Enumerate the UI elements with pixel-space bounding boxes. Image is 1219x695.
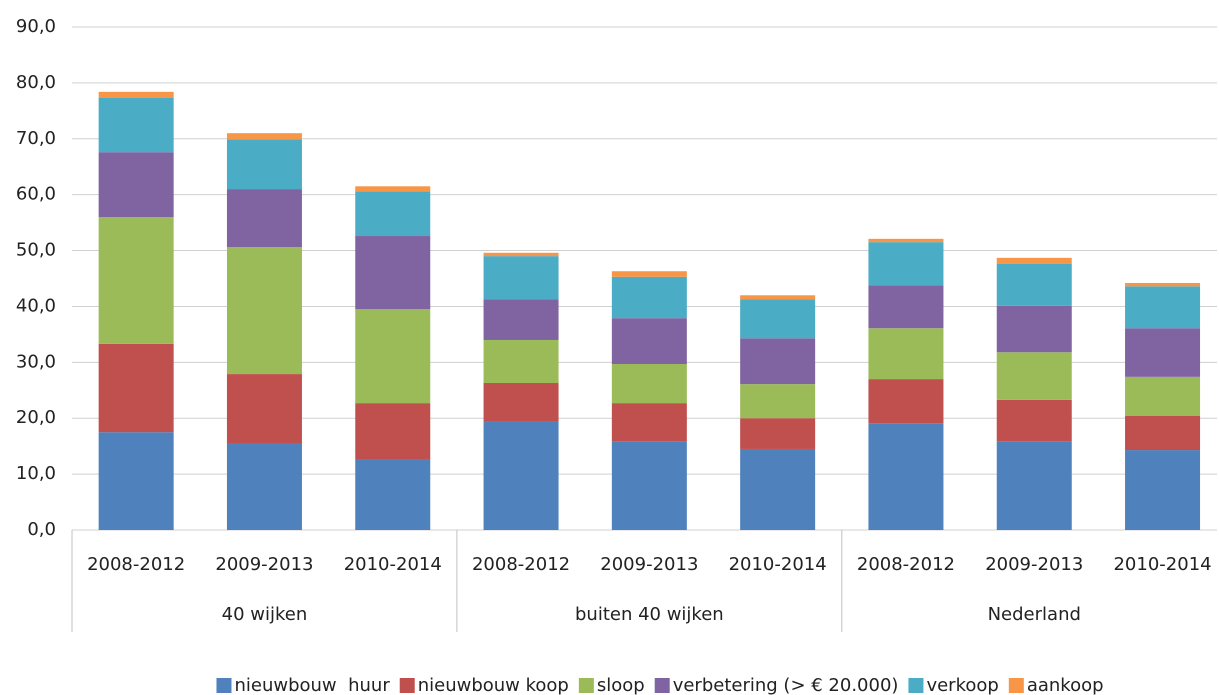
- legend-label: verkoop: [926, 675, 998, 695]
- y-tick-label: 0,0: [27, 519, 56, 540]
- group-label: 40 wijken: [222, 604, 308, 625]
- bar-segment: [483, 299, 559, 340]
- x-tick-label: 2008-2012: [857, 554, 955, 575]
- bar-segment: [226, 247, 302, 375]
- bar-segment: [868, 328, 944, 380]
- bar-segment: [740, 299, 816, 339]
- x-tick-label: 2009-2013: [600, 554, 698, 575]
- bar-segment: [483, 256, 559, 300]
- bar-segment: [611, 364, 687, 404]
- bar-segment: [611, 271, 687, 277]
- bar-segment: [483, 421, 559, 530]
- x-tick-label: 2010-2014: [729, 554, 827, 575]
- bar-segment: [98, 432, 174, 530]
- bar-segment: [355, 459, 431, 530]
- bar-segment: [996, 257, 1072, 264]
- y-tick-label: 20,0: [16, 407, 56, 428]
- bar-segment: [996, 441, 1072, 530]
- bar-segment: [226, 374, 302, 444]
- bar-segment: [355, 191, 431, 237]
- y-tick-label: 10,0: [16, 463, 56, 484]
- bar-segment: [1125, 450, 1201, 530]
- bar-segment: [611, 318, 687, 365]
- bar-segment: [98, 97, 174, 153]
- y-tick-label: 50,0: [16, 240, 56, 261]
- bar-segment: [611, 403, 687, 442]
- bar-segment: [483, 383, 559, 422]
- legend-swatch: [908, 678, 924, 693]
- bar-segment: [483, 252, 559, 257]
- legend-swatch: [399, 678, 415, 693]
- bar-segment: [1125, 415, 1201, 451]
- legend-swatch: [654, 678, 670, 693]
- bar-segment: [98, 152, 174, 218]
- bar-segment: [355, 309, 431, 404]
- y-tick-label: 40,0: [16, 295, 56, 316]
- bar-segment: [1125, 282, 1201, 287]
- legend-label: aankoop: [1027, 675, 1104, 695]
- bar-segment: [483, 339, 559, 384]
- bar-segment: [226, 443, 302, 530]
- bar-segment: [355, 236, 431, 310]
- legend-swatch: [1008, 678, 1024, 693]
- bar-segment: [996, 352, 1072, 400]
- bar-segment: [868, 285, 944, 329]
- legend-swatch: [578, 678, 594, 693]
- bar-segment: [868, 238, 944, 243]
- legend-label: nieuwbouw huur: [234, 675, 390, 695]
- bar-segment: [740, 418, 816, 449]
- bar-segment: [1125, 376, 1201, 416]
- x-tick-label: 2008-2012: [87, 554, 185, 575]
- x-tick-label: 2009-2013: [215, 554, 313, 575]
- bar-segment: [611, 441, 687, 530]
- y-tick-label: 30,0: [16, 351, 56, 372]
- y-tick-label: 90,0: [16, 16, 56, 37]
- x-tick-label: 2010-2014: [344, 554, 442, 575]
- bar-segment: [868, 379, 944, 424]
- bar-segment: [226, 139, 302, 190]
- y-tick-label: 60,0: [16, 184, 56, 205]
- x-tick-label: 2010-2014: [1113, 554, 1211, 575]
- y-tick-label: 70,0: [16, 128, 56, 149]
- legend-swatch: [216, 678, 232, 693]
- bar-segment: [355, 186, 431, 192]
- bar-segment: [996, 263, 1072, 306]
- bar-segment: [740, 338, 816, 385]
- bar-segment: [611, 276, 687, 319]
- bar-segment: [98, 343, 174, 433]
- bar-segment: [740, 448, 816, 530]
- x-tick-label: 2008-2012: [472, 554, 570, 575]
- group-label: buiten 40 wijken: [575, 604, 724, 625]
- bar-segment: [98, 217, 174, 344]
- bar-segment: [868, 242, 944, 286]
- bar-segment: [1125, 286, 1201, 329]
- legend-label: sloop: [597, 675, 645, 695]
- bar-segment: [355, 403, 431, 460]
- y-tick-label: 80,0: [16, 72, 56, 93]
- group-label: Nederland: [988, 604, 1081, 625]
- bar-segment: [868, 423, 944, 530]
- bar-segment: [996, 305, 1072, 353]
- x-tick-label: 2009-2013: [985, 554, 1083, 575]
- legend-label: nieuwbouw koop: [418, 675, 569, 695]
- bar-segment: [740, 295, 816, 300]
- bar-segment: [740, 384, 816, 419]
- legend-label: verbetering (> € 20.000): [673, 675, 899, 695]
- bar-segment: [996, 399, 1072, 442]
- bar-segment: [226, 133, 302, 140]
- bar-segment: [226, 189, 302, 248]
- bar-segment: [98, 91, 174, 98]
- bar-segment: [1125, 328, 1201, 377]
